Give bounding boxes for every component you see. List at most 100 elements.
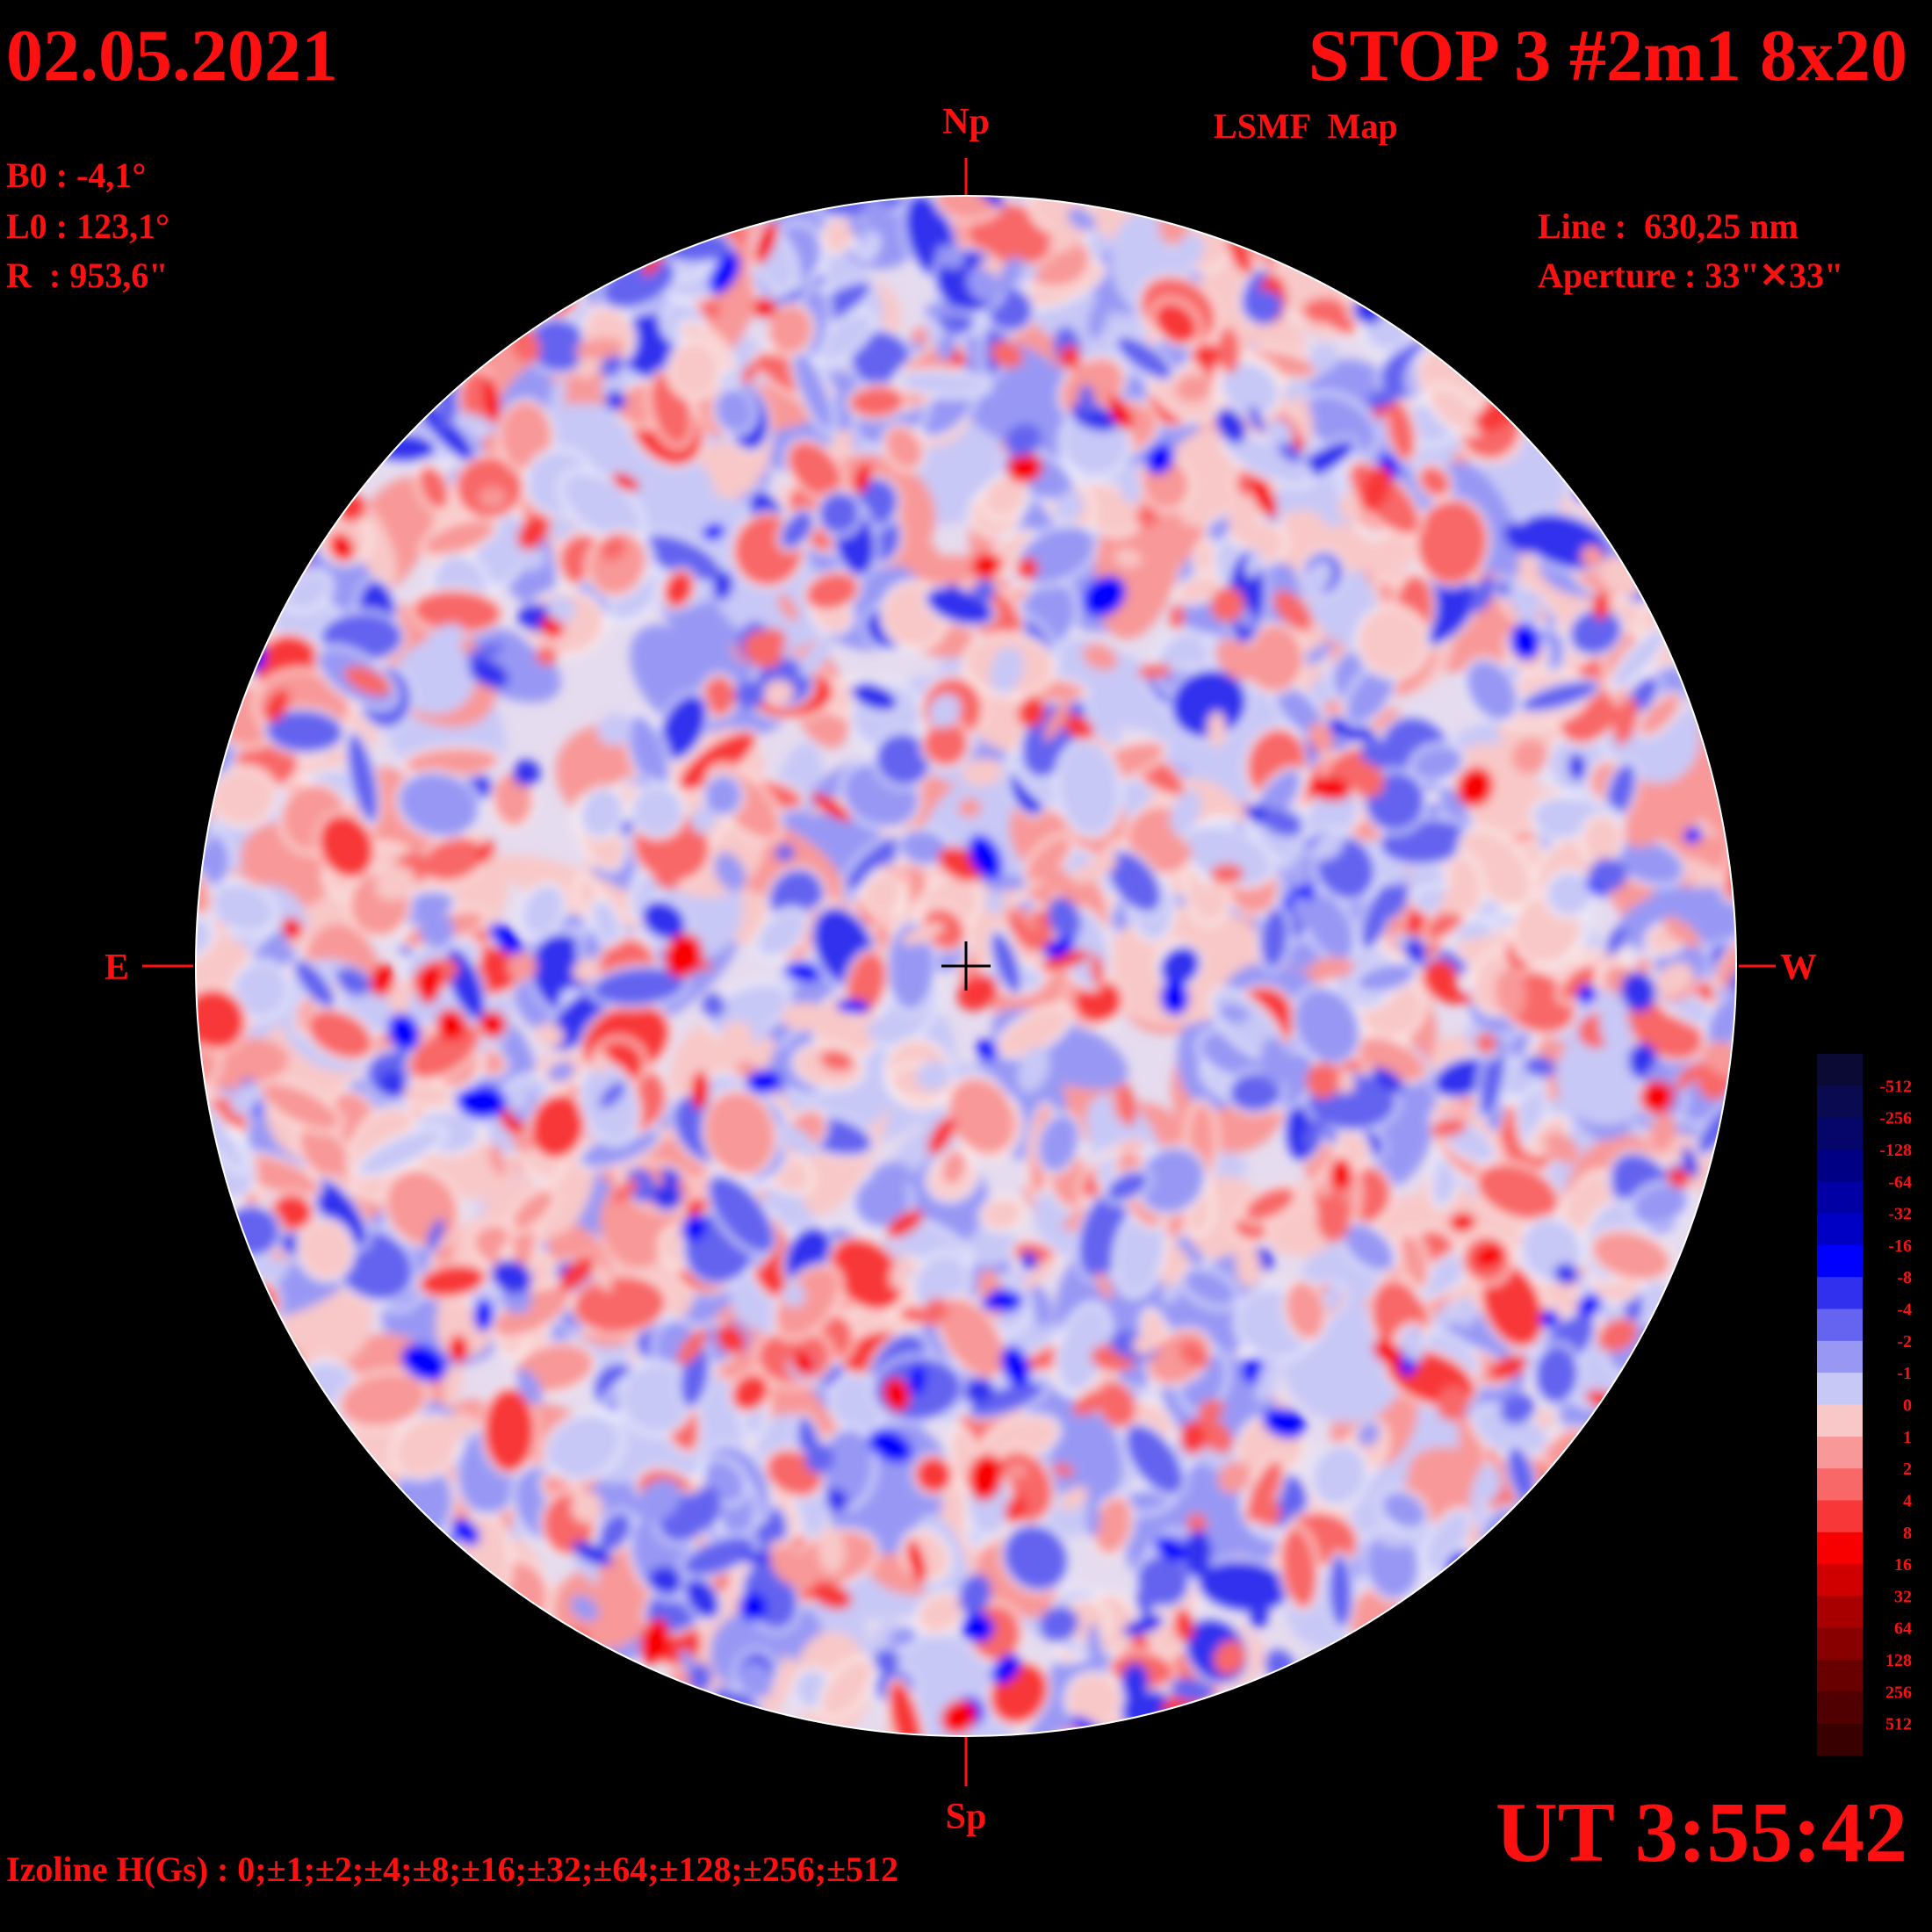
field-patch [968,1453,1003,1501]
field-patch [572,1541,613,1566]
field-patch [1556,1030,1654,1125]
field-patch [1683,827,1703,844]
field-patch [1118,1082,1136,1127]
field-patch [605,390,626,411]
field-patch [1302,1116,1327,1149]
field-patch [420,515,499,559]
field-patch [1470,575,1496,613]
field-patch [920,1297,948,1327]
field-patch [1445,407,1475,428]
field-patch [944,584,969,608]
field-patch [1712,919,1736,991]
legend-label: 256 [1885,1683,1912,1702]
field-patch [1674,1061,1704,1091]
field-patch [775,843,796,862]
date: 02.05.2021 [6,15,338,97]
field-patch [1085,1498,1100,1538]
field-patch [1596,990,1629,1026]
field-patch [1278,1524,1321,1611]
field-patch [386,1013,421,1052]
field-patch [1475,1033,1497,1055]
field-patch [1355,604,1430,679]
legend-swatch [1817,1340,1863,1373]
field-patch [1055,738,1123,839]
north-label: Np [942,102,990,142]
legend-swatch [1817,1085,1863,1119]
field-patch [1554,1263,1579,1285]
field-patch [883,1377,911,1412]
field-patch [1114,549,1142,567]
field-patch [547,595,576,623]
field-patch [1179,1341,1210,1369]
field-patch [765,302,816,357]
field-patch [1159,979,1189,1016]
field-patch [664,934,703,978]
center-cross [941,941,991,991]
field-patch [980,474,1029,521]
field-patch [729,1371,773,1414]
field-patch [1151,834,1193,861]
field-patch [868,1429,912,1463]
legend-label: 8 [1903,1524,1912,1543]
field-patch [738,1591,768,1622]
field-patch [753,297,777,319]
field-patch [716,1323,746,1355]
legend-swatch [1817,1660,1863,1692]
radius: R : 953,6" [6,256,168,295]
field-patch [1122,1614,1164,1637]
field-patch [1474,1244,1505,1269]
legend-label: -32 [1888,1205,1912,1224]
field-patch [1053,1409,1123,1503]
field-patch [1597,1318,1638,1352]
field-patch [1145,443,1175,475]
field-patch [991,1654,1021,1684]
field-patch [589,1051,610,1073]
legend-swatch [1817,1181,1863,1215]
field-patch [780,1002,830,1031]
field-patch [1357,1421,1381,1446]
field-patch [550,515,573,541]
field-patch [963,1377,995,1404]
field-patch [1082,643,1118,671]
disk-limb [195,195,1737,1737]
field-patch [1107,395,1134,430]
field-patch [395,769,482,840]
field-patch [813,310,876,365]
field-patch [379,1071,407,1099]
field-patch [667,338,724,400]
field-patch [1588,858,1628,891]
field-patch [1576,1293,1602,1318]
legend-label: 512 [1885,1715,1912,1734]
field-patch [1306,1062,1340,1099]
field-patch [426,1218,445,1251]
field-patch [406,1020,483,1083]
field-patch [264,689,290,723]
field-patch [1383,882,1409,918]
b0: B0 : -4,1° [6,155,146,195]
field-patch [971,552,1002,579]
field-patch [473,1298,494,1332]
field-patch [230,1082,262,1115]
legend-swatch [1817,1436,1863,1469]
field-patch [527,1091,588,1162]
field-patch [448,1334,469,1363]
field-patch [1103,1168,1152,1205]
field-patch [988,928,1025,998]
field-patch [811,792,852,822]
line: Line : 630,25 nm [1538,206,1799,246]
field-patch [636,1479,681,1522]
field-patch [1035,638,1181,731]
field-patch [958,1574,991,1616]
field-patch [935,244,965,269]
field-patch [1063,714,1094,740]
field-patch [465,643,504,661]
field-patch [810,1581,852,1610]
field-patch [753,220,778,265]
field-patch [1592,591,1611,620]
field-patch [1198,1399,1225,1419]
field-patch [873,1647,900,1673]
field-patch [804,1442,834,1474]
field-patch [1122,1421,1187,1498]
field-patch [825,1488,849,1512]
field-patch [906,1539,926,1583]
